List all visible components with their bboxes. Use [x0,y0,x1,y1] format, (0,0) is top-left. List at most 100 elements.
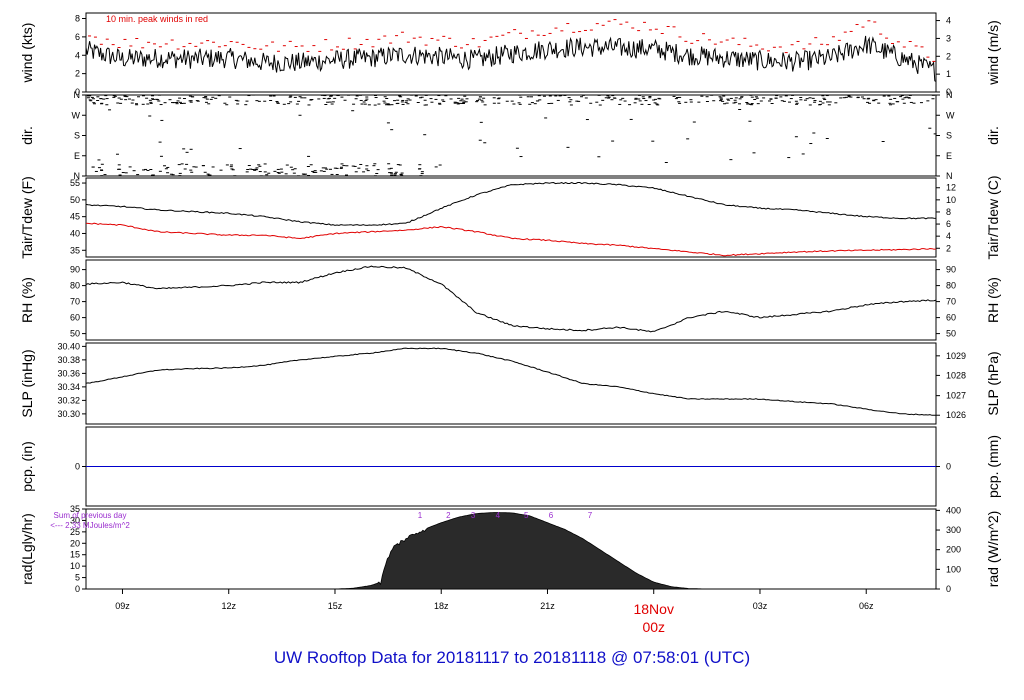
temp-ytick-label-right: 2 [946,243,951,253]
rad-ytick-label-left: 30 [70,515,80,525]
time-tick-label: 21z [540,601,555,611]
rad-ytick-label-right: 300 [946,525,961,535]
rad-ytick-label-left: 10 [70,561,80,571]
slp-slp-line [85,347,936,416]
wind-annotation: 10 min. peak winds in red [106,14,208,24]
rad-ytick-label-right: 100 [946,564,961,574]
date-marker-time: 00z [642,619,665,635]
temp-ytick-label-right: 10 [946,195,956,205]
temp-ylabel-right: Tair/Tdew (C) [985,175,1001,259]
slp-ylabel-left: SLP (inHg) [19,349,35,417]
wind-ytick-label-left: 0 [75,87,80,97]
wind-ytick-label-left: 8 [75,14,80,24]
rad-ytick-label-left: 35 [70,504,80,514]
wind-line [85,35,937,82]
rad-hour-marker: 7 [588,511,593,520]
slp-ylabel-right: SLP (hPa) [985,351,1001,415]
rh-ylabel-right: RH (%) [985,277,1001,323]
wind-ytick-label-right: 2 [946,51,951,61]
dir-ytick-label-right: E [946,151,952,161]
pcp-ytick-label-right: 0 [946,462,951,472]
rad-ytick-label-left: 20 [70,538,80,548]
rad-area [334,512,707,590]
time-tick-label: 18z [434,601,449,611]
wind-peak-series [88,19,936,62]
temp-tair-line [85,181,937,226]
slp-ytick-label-left: 30.38 [57,355,80,365]
rh-frame [85,259,937,341]
temp-ytick-label-left: 40 [70,228,80,238]
rad-ytick-label-left: 5 [75,573,80,583]
slp-ytick-label-left: 30.36 [57,368,80,378]
wind-ylabel-left: wind (kts) [19,23,35,84]
rad-ytick-label-left: 25 [70,527,80,537]
temp-ytick-label-left: 50 [70,195,80,205]
slp-ytick-label-right: 1028 [946,370,966,380]
temp-ytick-label-left: 45 [70,212,80,222]
wind-ytick-label-left: 6 [75,32,80,42]
temp-ylabel-left: Tair/Tdew (F) [19,176,35,258]
dir-series [86,94,937,177]
rad-ytick-label-left: 0 [75,584,80,594]
rad-hour-marker: 3 [471,511,476,520]
dir-ytick-label-left: S [74,131,80,141]
wind-ytick-label-right: 0 [946,87,951,97]
dir-ytick-label-left: N [74,90,81,100]
rad-ytick-label-right: 0 [946,584,951,594]
wind-ytick-label-right: 1 [946,69,951,79]
dir-ytick-label-right: W [946,110,955,120]
rh-ytick-label-right: 70 [946,297,956,307]
temp-ytick-label-right: 8 [946,207,951,217]
wind-ytick-label-right: 4 [946,16,951,26]
pcp-ylabel-left: pcp. (in) [19,441,35,492]
rad-hour-marker: 5 [524,511,529,520]
rad-hour-markers: 1 2 3 4 5 6 7 [418,511,593,520]
temp-frame [85,177,937,258]
rad-ytick-label-right: 200 [946,545,961,555]
rad-note-line2: <--- 2.33 MJoules/m^2 [50,521,130,530]
slp-ytick-label-left: 30.34 [57,382,80,392]
temp-ytick-label-left: 55 [70,178,80,188]
rad-hour-marker: 2 [446,511,451,520]
slp-panel: 30.30 30.32 30.34 30.36 30.38 30.40 1026 1027 10… [19,341,1001,425]
temp-ytick-label-right: 6 [946,219,951,229]
temp-ytick-label-right: 12 [946,183,956,193]
rh-ytick-label-left: 90 [70,265,80,275]
rh-ylabel-left: RH (%) [19,277,35,323]
rad-hour-marker: 6 [549,511,554,520]
dir-ytick-label-left: E [74,151,80,161]
rad-note-line1: Sum of previous day [54,511,127,520]
slp-ytick-label-left: 30.40 [57,341,80,351]
rad-ylabel-right: rad (W/m^2) [985,511,1001,588]
temp-panel: 35 40 45 50 55 2 4 6 8 10 12 Tair/Tdew (F) Tair/Tdew… [19,175,1001,259]
slp-ytick-label-right: 1026 [946,410,966,420]
time-tick-label: 09z [115,601,130,611]
rad-hour-marker: 1 [418,511,423,520]
wind-ylabel-right: wind (m/s) [985,20,1001,86]
dir-ytick-label-left: N [74,171,81,181]
time-tick-label: 03z [753,601,768,611]
pcp-ytick-label-left: 0 [75,462,80,472]
slp-ytick-label-left: 30.30 [57,409,80,419]
rad-ylabel-left: rad(Lgly/hr) [19,513,35,585]
rh-ytick-label-left: 70 [70,297,80,307]
rh-rh-line [85,265,937,333]
temp-ytick-label-right: 4 [946,231,951,241]
dir-ylabel-right: dir. [985,126,1001,145]
dir-frame [85,94,937,177]
rh-ytick-label-right: 60 [946,313,956,323]
pcp-ylabel-right: pcp. (mm) [985,435,1001,498]
dir-ytick-label-right: N [946,171,953,181]
dir-ytick-label-right: S [946,131,952,141]
time-tick-label: 12z [221,601,236,611]
wind-ytick-label-left: 2 [75,69,80,79]
rh-ytick-label-right: 50 [946,329,956,339]
page-caption: UW Rooftop Data for 20181117 to 20181118… [273,648,751,667]
rad-hour-marker: 4 [496,511,501,520]
rh-ytick-label-left: 60 [70,313,80,323]
slp-ytick-label-right: 1027 [946,391,966,401]
